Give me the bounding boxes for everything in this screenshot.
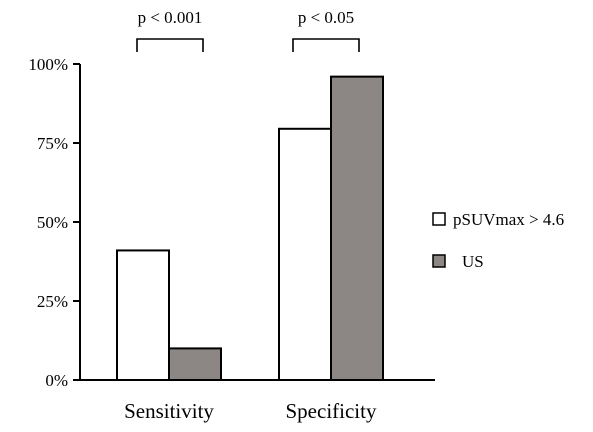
bar-specificity-psuvmax — [278, 127, 332, 381]
bar-specificity-us — [330, 75, 384, 381]
bar-sensitivity-us — [168, 347, 222, 381]
x-category-label: Specificity — [286, 399, 377, 423]
significance-bracket — [136, 38, 204, 52]
y-tick-label: 100% — [28, 55, 68, 74]
significance-label: p < 0.05 — [298, 8, 354, 27]
legend-label: pSUVmax > 4.6 — [453, 210, 564, 229]
x-category-label: Sensitivity — [124, 399, 214, 423]
legend-swatch — [432, 212, 446, 226]
legend-swatch — [432, 254, 446, 268]
y-tick-label: 50% — [37, 213, 68, 232]
significance-bracket — [292, 38, 360, 52]
y-tick-label: 0% — [45, 371, 68, 390]
y-tick-label: 75% — [37, 134, 68, 153]
legend-label: US — [462, 252, 484, 271]
bar-sensitivity-psuvmax — [116, 249, 170, 381]
y-tick-label: 25% — [37, 292, 68, 311]
significance-label: p < 0.001 — [138, 8, 203, 27]
